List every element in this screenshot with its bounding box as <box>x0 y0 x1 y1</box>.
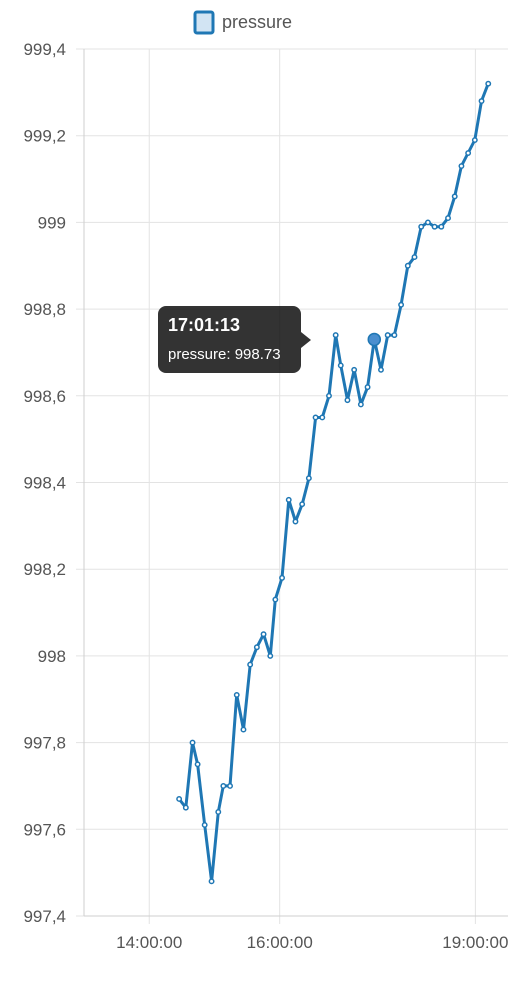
data-point[interactable] <box>344 397 351 404</box>
data-point[interactable] <box>378 366 384 373</box>
data-point[interactable] <box>404 262 411 269</box>
y-tick-label: 997,4 <box>23 907 66 926</box>
data-point[interactable] <box>312 414 319 421</box>
data-point[interactable] <box>182 804 189 811</box>
y-tick-label: 999 <box>38 213 66 232</box>
data-point[interactable] <box>253 644 260 651</box>
data-point[interactable] <box>411 254 418 261</box>
data-point[interactable] <box>485 80 492 87</box>
data-point[interactable] <box>364 384 371 391</box>
data-point[interactable] <box>438 223 445 230</box>
y-tick-label: 998,2 <box>23 560 66 579</box>
data-point[interactable] <box>351 366 358 373</box>
data-point[interactable] <box>194 761 201 768</box>
y-tick-label: 997,8 <box>23 734 66 753</box>
data-point[interactable] <box>319 414 326 421</box>
y-tick-label: 999,4 <box>23 40 66 59</box>
data-point[interactable] <box>465 150 472 156</box>
data-point[interactable] <box>332 332 339 339</box>
data-point[interactable] <box>478 98 485 104</box>
data-point[interactable] <box>292 518 299 525</box>
data-point[interactable] <box>391 332 398 339</box>
data-point[interactable] <box>398 301 405 308</box>
tooltip: 17:01:13 pressure: 998.73 <box>158 306 311 373</box>
y-tick-label: 997,6 <box>23 820 66 839</box>
data-point[interactable] <box>215 809 222 815</box>
legend-swatch[interactable] <box>193 10 215 35</box>
data-point[interactable] <box>326 392 332 399</box>
data-point[interactable] <box>267 652 274 659</box>
tooltip-title: 17:01:13 <box>168 315 240 335</box>
legend[interactable]: pressure <box>193 10 292 35</box>
data-point[interactable] <box>260 631 267 638</box>
data-point[interactable] <box>285 496 292 503</box>
data-point[interactable] <box>384 332 391 339</box>
data-point[interactable] <box>471 137 478 143</box>
y-tick-label: 998 <box>38 647 66 666</box>
data-point[interactable] <box>272 596 279 603</box>
grid <box>76 48 508 924</box>
data-point[interactable] <box>227 783 233 789</box>
data-point[interactable] <box>233 691 240 698</box>
data-point[interactable] <box>424 219 431 226</box>
data-point[interactable] <box>451 193 458 200</box>
data-point[interactable] <box>240 726 247 733</box>
highlighted-data-point[interactable] <box>367 332 382 347</box>
axes: 999,4 999,2 999 998,8 998,6 998,4 998,2 998 997,… <box>23 40 508 952</box>
tooltip-caret <box>301 332 311 348</box>
data-point[interactable] <box>337 362 344 369</box>
data-point[interactable] <box>418 223 425 230</box>
series-pressure <box>176 80 492 885</box>
data-point[interactable] <box>201 822 208 828</box>
tooltip-body: pressure: 998.73 <box>168 346 281 363</box>
data-point[interactable] <box>247 661 254 668</box>
data-point[interactable] <box>208 878 215 885</box>
legend-label: pressure <box>222 12 292 32</box>
x-tick-label: 16:00:00 <box>247 933 313 952</box>
data-point[interactable] <box>299 501 306 508</box>
data-point[interactable] <box>431 223 438 230</box>
x-tick-label: 19:00:00 <box>442 933 508 952</box>
tooltip-box <box>158 306 301 373</box>
data-point[interactable] <box>357 401 364 408</box>
y-tick-label: 999,2 <box>23 127 66 146</box>
y-tick-label: 998,6 <box>23 387 66 406</box>
y-tick-label: 998,8 <box>23 300 66 319</box>
data-point[interactable] <box>220 783 227 789</box>
data-point[interactable] <box>176 796 183 802</box>
data-point[interactable] <box>279 574 285 581</box>
data-point[interactable] <box>445 215 451 222</box>
data-point[interactable] <box>189 739 196 746</box>
x-tick-label: 14:00:00 <box>116 933 182 952</box>
data-point[interactable] <box>458 163 465 169</box>
data-point[interactable] <box>305 475 312 482</box>
y-tick-label: 998,4 <box>23 474 66 493</box>
